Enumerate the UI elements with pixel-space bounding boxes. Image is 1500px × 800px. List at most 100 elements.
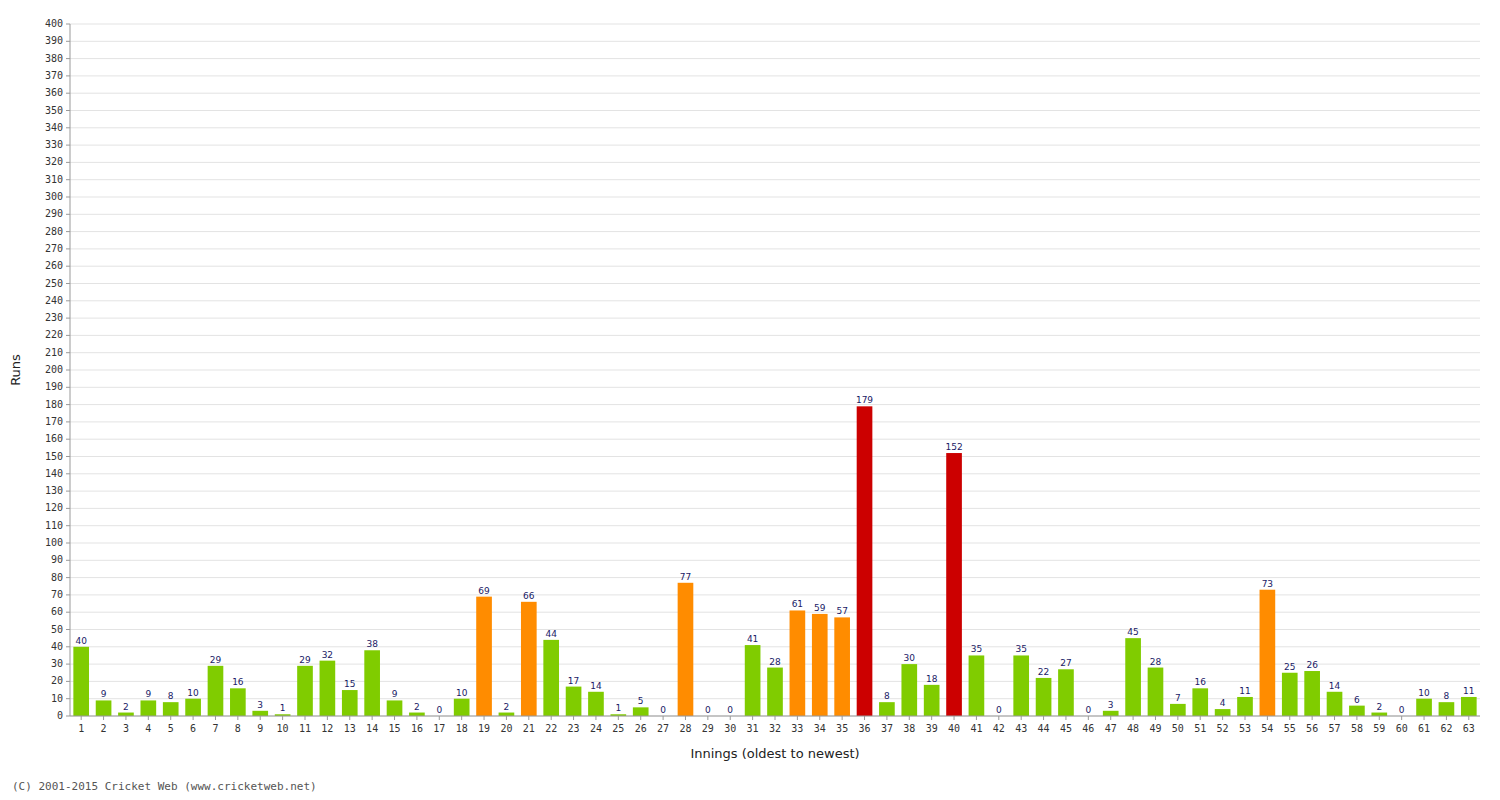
y-tick — [66, 110, 70, 111]
x-tick — [1356, 716, 1357, 720]
y-tick-label: 220 — [45, 329, 63, 340]
x-tick — [81, 716, 82, 720]
x-tick — [282, 716, 283, 720]
x-tick — [170, 716, 171, 720]
bar — [1103, 711, 1119, 716]
bar — [678, 583, 694, 716]
x-tick-label: 4 — [145, 723, 151, 734]
x-tick-label: 13 — [344, 723, 356, 734]
bar — [969, 655, 985, 716]
y-tick — [66, 421, 70, 422]
x-tick — [998, 716, 999, 720]
data-label: 11 — [1463, 686, 1474, 696]
bar — [1237, 697, 1253, 716]
data-label: 1 — [280, 703, 286, 713]
grid-line — [70, 283, 1480, 284]
data-label: 59 — [814, 603, 826, 613]
y-tick-label: 300 — [45, 191, 63, 202]
y-tick — [66, 716, 70, 717]
data-label: 22 — [1038, 667, 1049, 677]
x-tick — [372, 716, 373, 720]
grid-line — [70, 58, 1480, 59]
x-tick — [551, 716, 552, 720]
x-tick — [976, 716, 977, 720]
bar — [1282, 673, 1298, 716]
y-tick — [66, 543, 70, 544]
y-tick — [66, 179, 70, 180]
bar — [767, 668, 783, 716]
bar — [1058, 669, 1074, 716]
grid-line — [70, 127, 1480, 128]
y-tick-label: 210 — [45, 347, 63, 358]
x-tick — [215, 716, 216, 720]
y-tick — [66, 231, 70, 232]
bar — [521, 602, 537, 716]
x-tick-label: 60 — [1396, 723, 1408, 734]
y-tick-label: 110 — [45, 520, 63, 531]
y-tick — [66, 664, 70, 665]
y-tick — [66, 214, 70, 215]
data-label: 44 — [545, 629, 557, 639]
grid-line — [70, 370, 1480, 371]
y-tick — [66, 318, 70, 319]
data-label: 16 — [1195, 677, 1207, 687]
x-tick — [573, 716, 574, 720]
grid-line — [70, 387, 1480, 388]
x-tick-label: 33 — [791, 723, 803, 734]
bar — [1036, 678, 1052, 716]
y-tick-label: 310 — [45, 174, 63, 185]
bar — [924, 685, 940, 716]
data-label: 35 — [1015, 644, 1026, 654]
y-tick-label: 30 — [51, 658, 63, 669]
data-label: 0 — [727, 705, 733, 715]
x-tick-label: 3 — [123, 723, 129, 734]
y-tick — [66, 681, 70, 682]
y-tick — [66, 335, 70, 336]
y-tick — [66, 577, 70, 578]
x-tick — [484, 716, 485, 720]
x-tick — [1222, 716, 1223, 720]
data-label: 15 — [344, 679, 355, 689]
y-tick-label: 90 — [51, 554, 63, 565]
bar — [1304, 671, 1320, 716]
y-tick-label: 10 — [51, 693, 63, 704]
data-label: 14 — [590, 681, 602, 691]
y-tick — [66, 612, 70, 613]
y-tick-label: 70 — [51, 589, 63, 600]
x-tick-label: 46 — [1082, 723, 1094, 734]
x-tick-label: 57 — [1329, 723, 1341, 734]
data-label: 3 — [1108, 700, 1114, 710]
chart-container: 0102030405060708090100110120130140150160… — [0, 0, 1500, 800]
data-label: 0 — [996, 705, 1002, 715]
bar — [879, 702, 895, 716]
grid-line — [70, 162, 1480, 163]
footer: (C) 2001-2015 Cricket Web (www.cricketwe… — [12, 780, 317, 793]
grid-line — [70, 352, 1480, 353]
x-tick-label: 50 — [1172, 723, 1184, 734]
y-tick-label: 330 — [45, 139, 63, 150]
y-tick — [66, 646, 70, 647]
x-tick-label: 25 — [612, 723, 624, 734]
x-tick-label: 22 — [545, 723, 557, 734]
x-tick — [797, 716, 798, 720]
x-tick — [394, 716, 395, 720]
bar — [409, 713, 425, 716]
data-label: 0 — [705, 705, 711, 715]
y-tick — [66, 145, 70, 146]
data-label: 9 — [101, 689, 107, 699]
x-tick-label: 23 — [568, 723, 580, 734]
bar — [1148, 668, 1164, 716]
x-tick — [1088, 716, 1089, 720]
x-tick — [416, 716, 417, 720]
y-tick — [66, 404, 70, 405]
y-tick — [66, 58, 70, 59]
data-label: 40 — [75, 636, 87, 646]
x-tick — [819, 716, 820, 720]
y-tick — [66, 93, 70, 94]
data-label: 4 — [1220, 698, 1226, 708]
data-label: 0 — [436, 705, 442, 715]
data-label: 14 — [1329, 681, 1341, 691]
x-tick — [595, 716, 596, 720]
y-tick — [66, 197, 70, 198]
data-label: 28 — [1150, 657, 1162, 667]
